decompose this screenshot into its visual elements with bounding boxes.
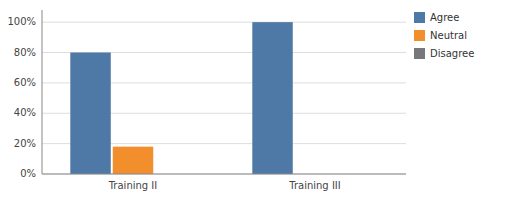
y-tick-label: 100% xyxy=(7,16,36,27)
grid-line xyxy=(42,22,406,23)
legend-swatch xyxy=(414,12,425,23)
legend-swatch xyxy=(414,48,425,59)
y-axis-line xyxy=(42,10,43,174)
y-tick-label: 40% xyxy=(14,107,36,118)
bars xyxy=(70,22,292,174)
legend: Agree Neutral Disagree xyxy=(414,12,474,59)
y-tick-label: 20% xyxy=(14,138,36,149)
legend-swatch xyxy=(414,30,425,41)
x-tick-label: Training III xyxy=(288,180,340,191)
bar xyxy=(113,147,153,174)
grid-line xyxy=(42,174,406,175)
legend-label: Neutral xyxy=(430,30,467,41)
x-axis-line xyxy=(42,174,406,175)
bar xyxy=(252,22,292,174)
y-tick-label: 0% xyxy=(20,168,36,179)
bar xyxy=(70,53,110,174)
chart: 0% 20% 40% 60% 80% 100% Training II Training II… xyxy=(0,0,509,200)
y-grid xyxy=(42,22,406,174)
legend-label: Agree xyxy=(430,12,459,23)
y-tick-label: 80% xyxy=(14,47,36,58)
x-tick-label: Training II xyxy=(108,180,158,191)
legend-label: Disagree xyxy=(430,48,474,59)
y-tick-label: 60% xyxy=(14,77,36,88)
